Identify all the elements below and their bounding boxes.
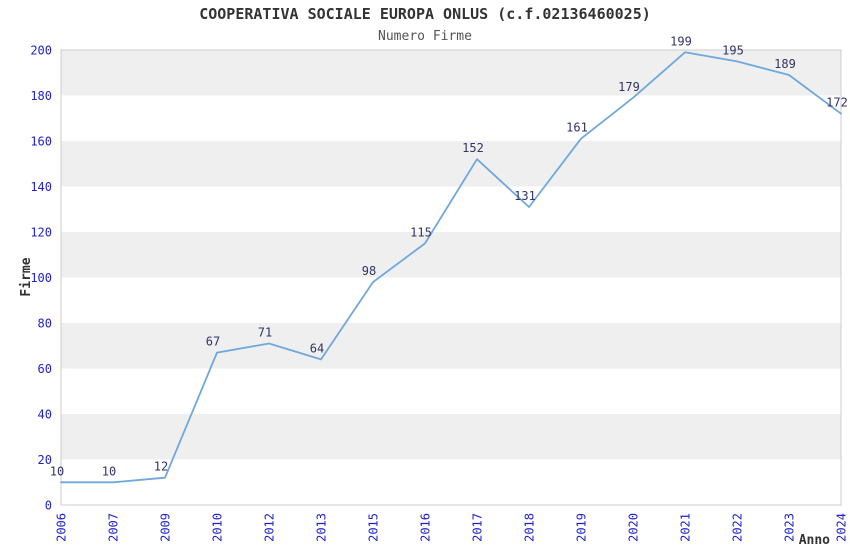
grid-band xyxy=(61,186,841,232)
grid-band xyxy=(61,414,841,460)
y-tick-label: 120 xyxy=(30,226,52,240)
x-tick-label: 2024 xyxy=(835,513,849,542)
y-tick-label: 20 xyxy=(38,453,52,467)
x-tick-label: 2017 xyxy=(471,513,485,542)
point-value-label: 152 xyxy=(462,141,484,155)
point-value-label: 115 xyxy=(410,225,432,239)
x-tick-label: 2023 xyxy=(783,513,797,542)
x-axis-title: Anno xyxy=(799,533,830,548)
y-axis-tick-labels: 0 20 40 60 80 100 120 140 160 180 200 xyxy=(30,44,52,513)
x-tick-label: 2018 xyxy=(523,513,537,542)
grid-band xyxy=(61,323,841,369)
y-axis-title: Firme xyxy=(19,257,34,296)
y-tick-label: 200 xyxy=(30,44,52,58)
x-tick-label: 2020 xyxy=(627,513,641,542)
chart-subtitle: Numero Firme xyxy=(378,29,472,44)
x-tick-label: 2009 xyxy=(159,513,173,542)
plot-bands xyxy=(61,50,841,505)
grid-band xyxy=(61,141,841,187)
point-value-label: 172 xyxy=(826,96,848,110)
point-value-label: 98 xyxy=(362,264,376,278)
y-tick-label: 140 xyxy=(30,180,52,194)
point-value-label: 12 xyxy=(154,460,168,474)
x-tick-label: 2012 xyxy=(263,513,277,542)
grid-band xyxy=(61,368,841,414)
x-tick-label: 2021 xyxy=(679,513,693,542)
grid-band xyxy=(61,95,841,141)
x-tick-label: 2010 xyxy=(211,513,225,542)
point-value-label: 10 xyxy=(102,464,116,478)
x-tick-label: 2015 xyxy=(367,513,381,542)
point-value-label: 71 xyxy=(258,326,272,340)
point-value-label: 195 xyxy=(722,43,744,57)
point-value-label: 161 xyxy=(566,121,588,135)
point-value-label: 131 xyxy=(514,189,536,203)
y-tick-label: 80 xyxy=(38,317,52,331)
point-value-label: 64 xyxy=(310,341,324,355)
grid-band xyxy=(61,232,841,278)
y-tick-label: 100 xyxy=(30,271,52,285)
point-labels: 10 10 12 67 71 64 98 115 152 131 161 179 199 195 189 17… xyxy=(50,34,848,478)
y-tick-label: 0 xyxy=(45,499,52,513)
chart-title: COOPERATIVA SOCIALE EUROPA ONLUS (c.f.02… xyxy=(199,5,651,23)
grid-band xyxy=(61,277,841,323)
y-tick-label: 40 xyxy=(38,408,52,422)
y-tick-label: 60 xyxy=(38,362,52,376)
y-tick-label: 160 xyxy=(30,135,52,149)
y-tick-label: 180 xyxy=(30,89,52,103)
x-tick-label: 2007 xyxy=(107,513,121,542)
x-tick-label: 2013 xyxy=(315,513,329,542)
grid-band xyxy=(61,459,841,505)
line-series xyxy=(60,51,842,484)
x-axis-tick-labels: 2006 2007 2009 2010 2012 2013 2015 2016 2017 2018… xyxy=(55,513,849,542)
series-line xyxy=(60,51,842,484)
point-value-label: 10 xyxy=(50,464,64,478)
point-value-label: 179 xyxy=(618,80,640,94)
x-tick-label: 2016 xyxy=(419,513,433,542)
point-value-label: 67 xyxy=(206,335,220,349)
x-tick-label: 2022 xyxy=(731,513,745,542)
x-tick-label: 2006 xyxy=(55,513,69,542)
plot-border xyxy=(60,49,842,506)
point-value-label: 199 xyxy=(670,34,692,48)
x-tick-label: 2019 xyxy=(575,513,589,542)
point-value-label: 189 xyxy=(774,57,796,71)
